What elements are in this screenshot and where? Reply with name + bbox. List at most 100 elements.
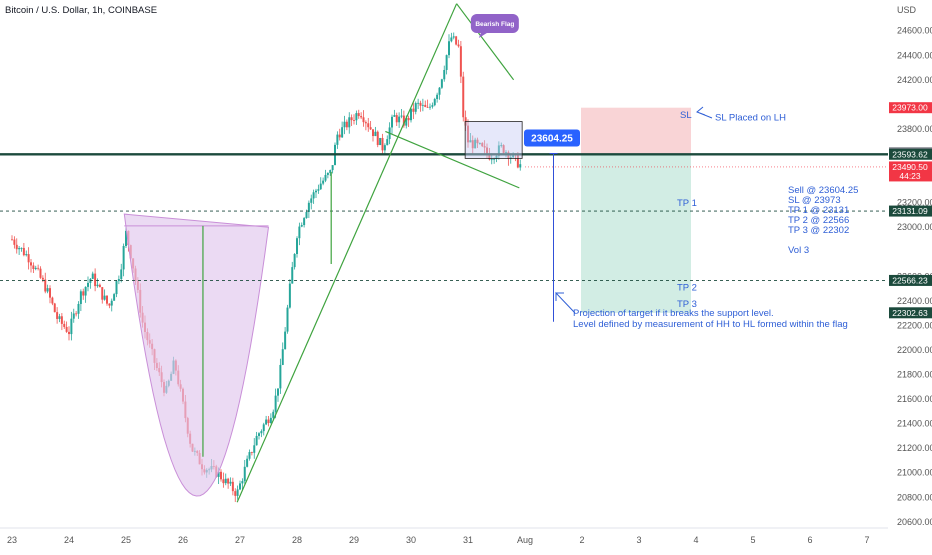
price-axis[interactable]: 20600.00 20800.00 21000.00 21200.00 21400.00… xyxy=(888,0,932,550)
price-tag xyxy=(889,148,932,160)
candle xyxy=(253,445,256,453)
candle xyxy=(227,478,230,484)
candle xyxy=(374,131,377,137)
overlays-group: Bearish Flag 23604.25 SL TP 1 TP 2 TP 3 SL Pla… xyxy=(0,3,888,503)
y-tick-label: 20800.00 xyxy=(897,492,932,502)
candle xyxy=(372,129,374,137)
countdown-label: 44:23 xyxy=(899,171,921,181)
price-tag xyxy=(889,102,932,114)
candle xyxy=(512,153,515,158)
candle xyxy=(431,105,434,107)
candle xyxy=(424,104,427,107)
candle xyxy=(497,145,500,156)
price-tag xyxy=(889,274,932,286)
candle xyxy=(429,106,431,108)
candle xyxy=(476,139,479,144)
candle xyxy=(79,291,82,304)
candle xyxy=(87,282,89,287)
candle xyxy=(108,303,111,306)
candle xyxy=(272,411,275,418)
candle xyxy=(262,424,265,432)
candle xyxy=(217,471,220,477)
candle xyxy=(364,122,367,124)
candle xyxy=(274,395,277,412)
candle xyxy=(27,254,30,263)
sl-label: SL xyxy=(680,110,692,121)
candle xyxy=(355,113,358,121)
y-tick-label: 23800.00 xyxy=(897,124,932,134)
x-tick-label: 24 xyxy=(64,535,74,545)
candle xyxy=(49,288,51,298)
candle xyxy=(353,120,355,121)
candle xyxy=(402,115,405,126)
candle xyxy=(250,452,253,453)
candle xyxy=(438,87,441,95)
price-tag xyxy=(889,205,932,217)
x-tick-label: 3 xyxy=(636,535,641,545)
candle xyxy=(65,326,68,332)
candle xyxy=(312,192,315,199)
price-tag-label: 23973.00 xyxy=(892,103,928,113)
candle xyxy=(110,300,113,306)
time-axis[interactable]: 23 24 25 26 27 28 29 30 31 Aug 2 3 4 5 6 7 xyxy=(0,527,888,545)
candle xyxy=(391,116,393,128)
candle xyxy=(469,140,472,143)
candle xyxy=(338,134,341,138)
candle xyxy=(379,138,382,145)
y-tick-label: 21600.00 xyxy=(897,394,932,404)
candle xyxy=(30,262,32,266)
candle xyxy=(452,36,455,38)
candle xyxy=(457,44,460,47)
trade-note-line: TP 1 @ 23131 xyxy=(788,205,849,216)
y-tick-label: 23200.00 xyxy=(897,198,932,208)
y-tick-label: 24600.00 xyxy=(897,26,932,36)
candle xyxy=(58,316,61,319)
price-tag-label: 23593.62 xyxy=(892,149,928,159)
candle xyxy=(319,183,322,190)
candle xyxy=(15,244,18,250)
candle xyxy=(103,295,106,300)
tp-label: TP 1 xyxy=(677,198,697,209)
flag-bottom-line xyxy=(385,130,520,189)
candle xyxy=(20,247,23,249)
candle xyxy=(44,279,47,292)
x-tick-label: 26 xyxy=(178,535,188,545)
tp-label: TP 3 xyxy=(677,299,697,310)
candle xyxy=(222,479,225,484)
candle xyxy=(395,115,398,123)
candle xyxy=(462,76,465,118)
candle xyxy=(18,248,21,250)
bearish-flag-label: Bearish Flag xyxy=(475,21,514,28)
candle xyxy=(125,230,127,247)
candle xyxy=(106,295,108,304)
candle xyxy=(255,435,258,446)
candle xyxy=(284,331,287,350)
candle xyxy=(412,108,415,112)
candle xyxy=(63,323,66,327)
candle xyxy=(490,159,493,161)
bearish-flag-tag xyxy=(470,14,519,33)
flag-box xyxy=(464,121,523,159)
candle xyxy=(13,239,16,245)
candle xyxy=(350,117,353,121)
candle xyxy=(41,277,44,280)
candle xyxy=(481,143,484,147)
candle xyxy=(405,117,408,126)
y-tick-label: 24400.00 xyxy=(897,50,932,60)
candle xyxy=(229,481,232,484)
candle xyxy=(267,419,270,424)
entry-label-box xyxy=(524,129,580,147)
candle xyxy=(75,313,78,315)
candle xyxy=(383,145,386,151)
candle xyxy=(243,466,246,482)
candle xyxy=(277,388,279,396)
candle xyxy=(234,491,237,496)
candle xyxy=(98,284,101,288)
candle xyxy=(248,452,251,459)
candle xyxy=(120,269,123,280)
x-tick-label: 30 xyxy=(406,535,416,545)
y-tick-label: 21200.00 xyxy=(897,443,932,453)
candle xyxy=(298,226,301,239)
